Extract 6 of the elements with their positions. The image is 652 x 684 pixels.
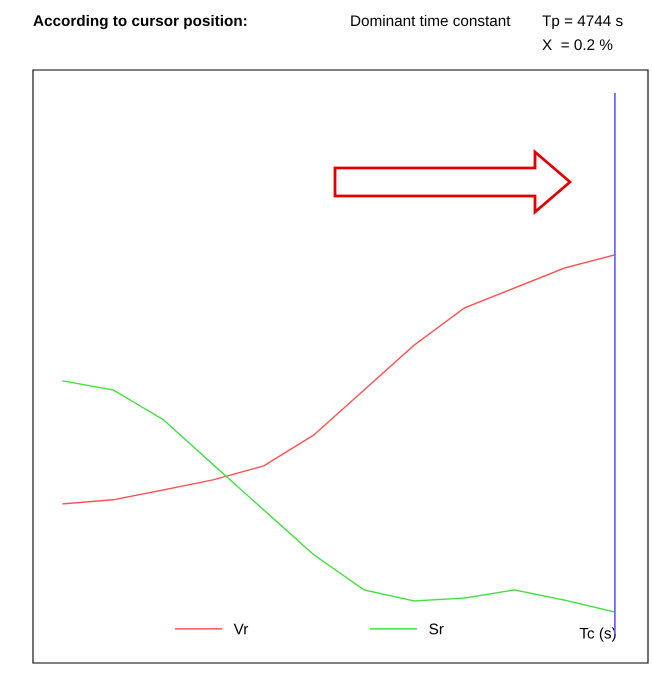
legend-label: Vr bbox=[234, 624, 248, 634]
legend-label: Sr bbox=[429, 624, 444, 634]
text: Dominant time constant bbox=[351, 14, 510, 26]
text: Tp = 4744 s bbox=[542, 15, 623, 30]
chart-title: According to cursor position: bbox=[33, 14, 246, 30]
text: X = 0.2 % bbox=[542, 39, 612, 50]
